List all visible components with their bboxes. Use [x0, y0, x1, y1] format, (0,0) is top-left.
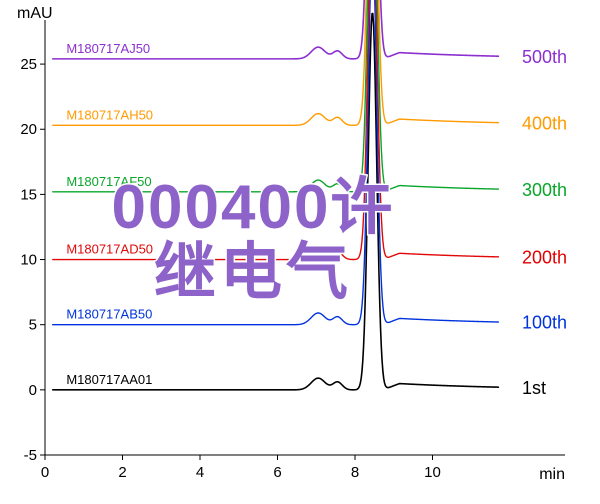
trace-right-label: 200th — [522, 248, 567, 268]
x-tick-label: 0 — [41, 464, 49, 481]
y-tick-label: 15 — [20, 186, 37, 203]
trace-left-label: M180717AH50 — [66, 107, 153, 122]
chromatogram-chart: 0246810min-50510152025mAUM180717AA01M180… — [0, 0, 600, 504]
trace-left-label: M180717AJ50 — [66, 41, 150, 56]
x-tick-label: 10 — [424, 464, 441, 481]
x-tick-label: 2 — [118, 464, 126, 481]
y-axis-label: mAU — [17, 5, 53, 22]
y-tick-label: 20 — [20, 121, 37, 138]
trace-left-label: M180717AD50 — [66, 242, 153, 257]
y-tick-label: -5 — [24, 447, 37, 464]
trace-right-label: 300th — [522, 180, 567, 200]
trace-right-label: 500th — [522, 47, 567, 67]
trace-left-label: M180717AF50 — [66, 174, 151, 189]
y-tick-label: 0 — [29, 382, 37, 399]
chart-svg: 0246810min-50510152025mAUM180717AA01M180… — [0, 0, 600, 504]
x-tick-label: 8 — [351, 464, 359, 481]
trace-right-label: 1st — [522, 378, 546, 398]
y-tick-label: 5 — [29, 317, 37, 334]
x-axis-label: min — [539, 466, 565, 483]
y-tick-label: 10 — [20, 252, 37, 269]
x-tick-label: 6 — [273, 464, 281, 481]
x-tick-label: 4 — [196, 464, 204, 481]
trace-left-label: M180717AB50 — [66, 307, 152, 322]
trace-right-label: 400th — [522, 113, 567, 133]
trace-right-label: 100th — [522, 313, 567, 333]
y-tick-label: 25 — [20, 56, 37, 73]
trace-left-label: M180717AA01 — [66, 372, 152, 387]
